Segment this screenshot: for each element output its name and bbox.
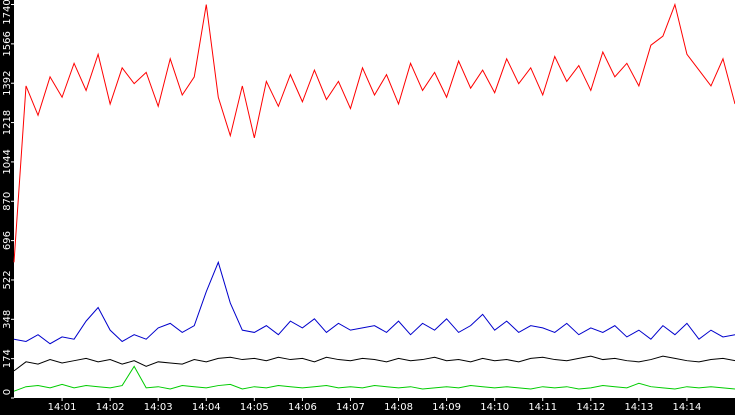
y-tick-label: 174 bbox=[2, 349, 13, 368]
x-axis-strip bbox=[0, 398, 735, 415]
y-tick-label: 0 bbox=[2, 389, 13, 395]
x-tick-label: 14:03 bbox=[144, 402, 173, 413]
x-tick-label: 14:05 bbox=[240, 402, 269, 413]
y-tick-label: 1740 bbox=[2, 0, 13, 25]
x-tick-label: 14:06 bbox=[288, 402, 317, 413]
series-line bbox=[13, 2, 735, 263]
x-tick-label: 14:10 bbox=[480, 402, 509, 413]
x-tick-label: 14:04 bbox=[192, 402, 221, 413]
y-tick-label: 348 bbox=[2, 310, 13, 329]
y-tick-label: 522 bbox=[2, 270, 13, 289]
x-tick-label: 14:09 bbox=[432, 402, 461, 413]
x-tick-label: 14:12 bbox=[576, 402, 605, 413]
y-tick-label: 870 bbox=[2, 192, 13, 211]
y-tick-label: 1566 bbox=[2, 31, 13, 56]
x-tick-label: 14:01 bbox=[48, 402, 77, 413]
series-line bbox=[13, 365, 735, 392]
y-axis-strip bbox=[0, 0, 14, 415]
x-tick-label: 14:08 bbox=[384, 402, 413, 413]
y-tick-label: 1392 bbox=[2, 70, 13, 95]
x-tick-label: 14:13 bbox=[624, 402, 653, 413]
series-line bbox=[13, 260, 735, 345]
x-tick-label: 14:11 bbox=[528, 402, 557, 413]
y-tick-label: 1044 bbox=[2, 149, 13, 174]
y-tick-label: 696 bbox=[2, 231, 13, 250]
x-tick-label: 14:14 bbox=[673, 402, 702, 413]
series-line bbox=[13, 355, 735, 372]
y-tick-label: 1218 bbox=[2, 110, 13, 135]
x-tick-label: 14:07 bbox=[336, 402, 365, 413]
x-tick-label: 14:02 bbox=[96, 402, 125, 413]
